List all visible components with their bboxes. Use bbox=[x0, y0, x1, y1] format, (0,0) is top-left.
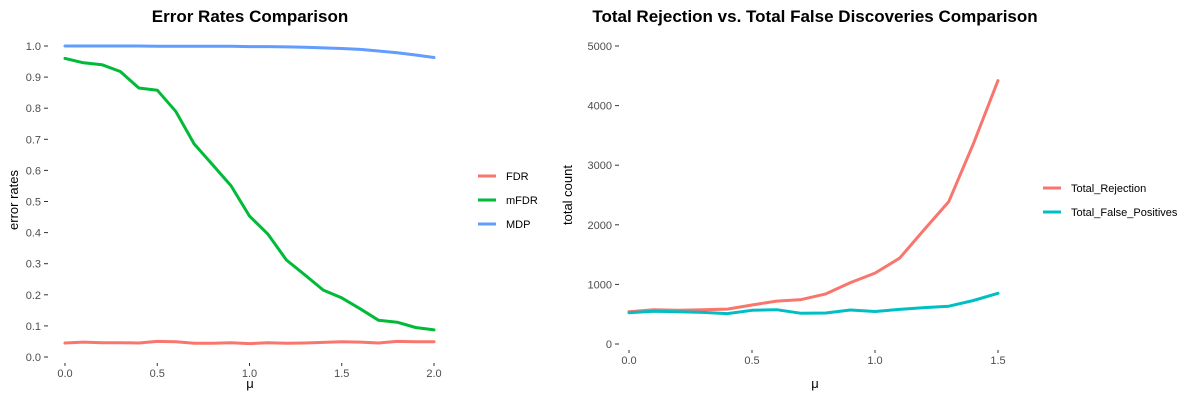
x-axis-label: μ bbox=[811, 376, 819, 391]
x-tick-label: 0.5 bbox=[150, 368, 165, 380]
series-line-mfdr bbox=[63, 56, 436, 332]
y-tick-label: 1000 bbox=[588, 279, 612, 291]
x-axis-ticks: 0.0 0.5 1.0 1.5 bbox=[621, 350, 1006, 367]
y-tick-label: 1.0 bbox=[26, 41, 41, 53]
x-tick-label: 1.5 bbox=[990, 355, 1005, 367]
y-tick-label: 0.2 bbox=[26, 290, 41, 302]
legend-item: mFDR bbox=[478, 195, 538, 207]
x-axis-ticks: 0.0 0.5 1.0 1.5 2.0 bbox=[57, 363, 442, 380]
x-tick-label: 1.0 bbox=[242, 368, 257, 380]
y-tick-label: 3000 bbox=[588, 160, 612, 172]
y-tick-label: 0.5 bbox=[26, 197, 41, 209]
series-lines bbox=[63, 44, 436, 346]
legend-item: MDP bbox=[478, 219, 530, 231]
legend-item: Total_False_Positives bbox=[1043, 207, 1178, 219]
series-line-fdr bbox=[63, 339, 436, 346]
y-tick-label: 4000 bbox=[588, 101, 612, 113]
legend: Total_Rejection Total_False_Positives bbox=[1043, 183, 1178, 219]
y-tick-label: 0.0 bbox=[26, 352, 41, 364]
y-tick-label: 0 bbox=[606, 339, 612, 351]
y-tick-label: 0.3 bbox=[26, 259, 41, 271]
y-axis-ticks: 0 1000 2000 3000 4000 5000 bbox=[588, 41, 619, 351]
x-axis-label: μ bbox=[246, 376, 254, 391]
y-tick-label: 5000 bbox=[588, 41, 612, 53]
total-rejection-chart: Total Rejection vs. Total False Discover… bbox=[560, 7, 1178, 391]
legend-label: Total_Rejection bbox=[1071, 183, 1146, 195]
y-axis-label: error rates bbox=[6, 170, 21, 230]
y-axis-label: total count bbox=[560, 165, 575, 225]
y-tick-label: 0.6 bbox=[26, 165, 41, 177]
chart-title: Total Rejection vs. Total False Discover… bbox=[592, 7, 1037, 26]
y-tick-label: 0.4 bbox=[26, 228, 41, 240]
x-tick-label: 2.0 bbox=[426, 368, 441, 380]
legend-label: MDP bbox=[506, 219, 530, 231]
series-line-total-rejection bbox=[627, 79, 1000, 314]
legend-item: FDR bbox=[478, 171, 529, 183]
x-tick-label: 1.0 bbox=[867, 355, 882, 367]
y-tick-label: 0.7 bbox=[26, 134, 41, 146]
error-rates-chart: Error Rates Comparison error rates μ 0.0… bbox=[6, 7, 538, 391]
y-tick-label: 0.1 bbox=[26, 321, 41, 333]
y-tick-label: 0.9 bbox=[26, 72, 41, 84]
x-tick-label: 0.0 bbox=[621, 355, 636, 367]
y-tick-label: 2000 bbox=[588, 220, 612, 232]
legend-item: Total_Rejection bbox=[1043, 183, 1146, 195]
chart-title: Error Rates Comparison bbox=[152, 7, 349, 26]
legend-label: Total_False_Positives bbox=[1071, 207, 1178, 219]
legend-label: mFDR bbox=[506, 195, 538, 207]
x-tick-label: 0.0 bbox=[57, 368, 72, 380]
x-tick-label: 0.5 bbox=[744, 355, 759, 367]
legend: FDR mFDR MDP bbox=[478, 171, 538, 231]
series-line-mdp bbox=[63, 44, 436, 59]
legend-label: FDR bbox=[506, 171, 529, 183]
series-lines bbox=[627, 79, 1000, 316]
y-tick-label: 0.8 bbox=[26, 103, 41, 115]
x-tick-label: 1.5 bbox=[334, 368, 349, 380]
series-line-total-false-positives bbox=[627, 291, 1000, 316]
y-axis-ticks: 0.0 0.1 0.2 0.3 0.4 0.5 0.6 0.7 0.8 0.9 1.0 bbox=[26, 41, 48, 364]
